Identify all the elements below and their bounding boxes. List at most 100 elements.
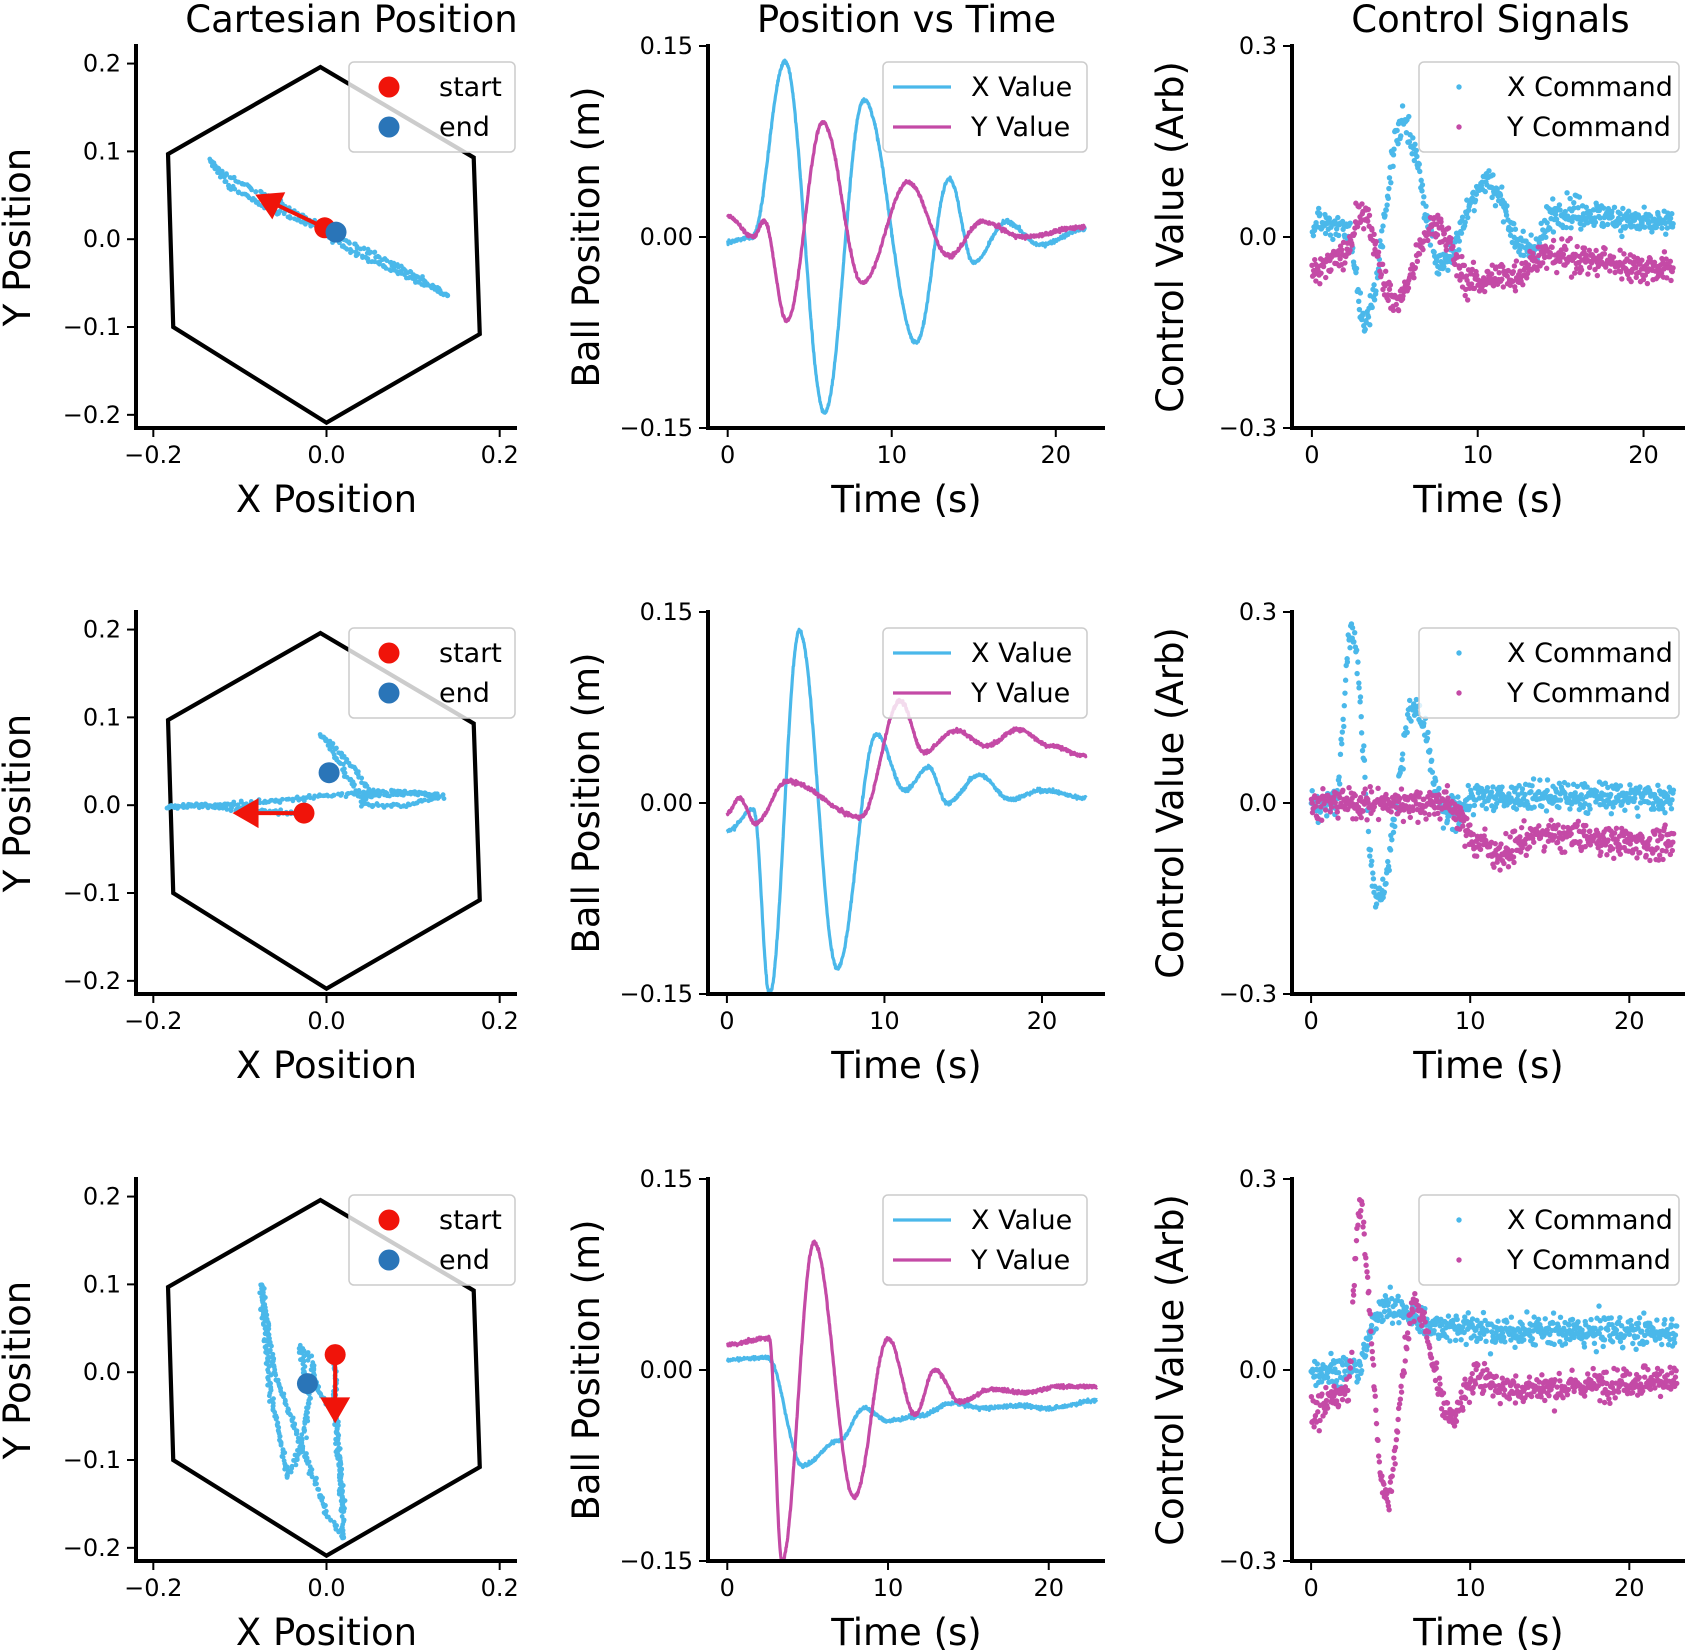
y-tick-label: −0.2 [63, 967, 121, 995]
direction-arrow-head [320, 1397, 351, 1424]
control-point [1337, 751, 1344, 757]
control-point [1601, 1399, 1608, 1406]
control-point [1460, 1324, 1466, 1330]
control-point [1563, 246, 1569, 253]
trajectory-point [376, 254, 382, 260]
control-point [1312, 803, 1319, 810]
legend-label: X Value [971, 72, 1072, 103]
control-point [1618, 1322, 1625, 1329]
control-point [1641, 224, 1648, 230]
control-point [1414, 258, 1421, 265]
trajectory-point [381, 264, 386, 269]
control-point [1613, 1327, 1620, 1333]
control-point [1462, 843, 1468, 849]
control-point [1521, 1337, 1527, 1343]
trajectory-point [223, 179, 229, 184]
control-point [1668, 1370, 1675, 1376]
control-point [1562, 1340, 1569, 1347]
trajectory-point [279, 796, 285, 802]
control-point [1633, 1346, 1639, 1352]
trajectory-point [380, 802, 385, 808]
trajectory-point [333, 1441, 338, 1447]
trajectory-point [285, 1406, 291, 1412]
series-line [725, 1239, 1099, 1563]
control-point [1345, 1397, 1352, 1404]
control-point [1604, 221, 1611, 228]
control-point [1316, 1428, 1322, 1434]
trajectory-point [372, 249, 378, 255]
control-point [1390, 152, 1397, 158]
control-point [1387, 1284, 1393, 1290]
control-point [1347, 1365, 1354, 1371]
control-point [1644, 280, 1651, 287]
legend-marker [378, 1209, 400, 1231]
control-point [1404, 797, 1411, 803]
control-point [1388, 179, 1394, 186]
control-point [1367, 783, 1373, 790]
control-point [1375, 1437, 1381, 1444]
control-point [1647, 857, 1653, 864]
trajectory-point [284, 1473, 290, 1478]
control-point [1373, 1326, 1379, 1332]
control-point [1641, 204, 1647, 210]
control-point [1490, 172, 1496, 178]
trajectory-point [316, 1487, 322, 1492]
control-point [1460, 823, 1466, 829]
trajectory-point [331, 752, 337, 758]
trajectory-point [249, 187, 255, 193]
control-point [1617, 783, 1624, 789]
control-point [1364, 1269, 1370, 1275]
trajectory-point [304, 1435, 309, 1441]
control-point [1441, 230, 1447, 237]
y-tick-label: 0.0 [83, 225, 121, 253]
control-point [1420, 1315, 1427, 1321]
control-point [1423, 816, 1429, 822]
control-point [1645, 842, 1651, 848]
start-marker [293, 802, 315, 824]
control-point [1471, 802, 1478, 809]
trajectory-point [304, 1409, 309, 1415]
control-point [1474, 853, 1480, 859]
legend-marker [1456, 1217, 1462, 1223]
column-title: Control Signals [1351, 0, 1629, 41]
control-point [1550, 1320, 1556, 1326]
control-point [1395, 307, 1402, 314]
series-x-value [725, 627, 1088, 996]
control-point [1431, 1327, 1437, 1334]
control-point [1348, 1358, 1354, 1365]
control-point [1519, 845, 1526, 851]
trajectory-point [336, 1463, 342, 1469]
control-point [1361, 757, 1368, 763]
control-point [1587, 806, 1593, 812]
x-tick-label: −0.2 [124, 1007, 182, 1035]
control-point [1359, 201, 1365, 207]
control-point [1357, 1362, 1363, 1368]
control-point [1554, 1384, 1560, 1390]
trajectory-point [291, 1457, 296, 1463]
control-point [1477, 846, 1484, 853]
trajectory-point [226, 182, 232, 188]
control-point [1586, 247, 1593, 254]
control-point [1339, 729, 1346, 735]
control-point [1668, 806, 1675, 812]
control-point [1379, 261, 1386, 267]
control-point [1597, 1398, 1603, 1404]
control-point [1428, 1355, 1435, 1361]
control-point [1385, 863, 1392, 870]
y-tick-label: 0.3 [1239, 598, 1277, 626]
control-point [1342, 677, 1349, 683]
control-point [1519, 786, 1526, 792]
control-point [1407, 814, 1414, 821]
control-point [1419, 188, 1425, 194]
control-point [1487, 1384, 1494, 1391]
control-point [1639, 1388, 1646, 1394]
column-title: Cartesian Position [185, 0, 518, 41]
control-point [1392, 823, 1398, 830]
control-point [1440, 825, 1447, 831]
trajectory-point [338, 1478, 344, 1484]
control-point [1513, 258, 1520, 264]
control-point [1385, 1499, 1391, 1505]
control-point [1611, 204, 1618, 210]
